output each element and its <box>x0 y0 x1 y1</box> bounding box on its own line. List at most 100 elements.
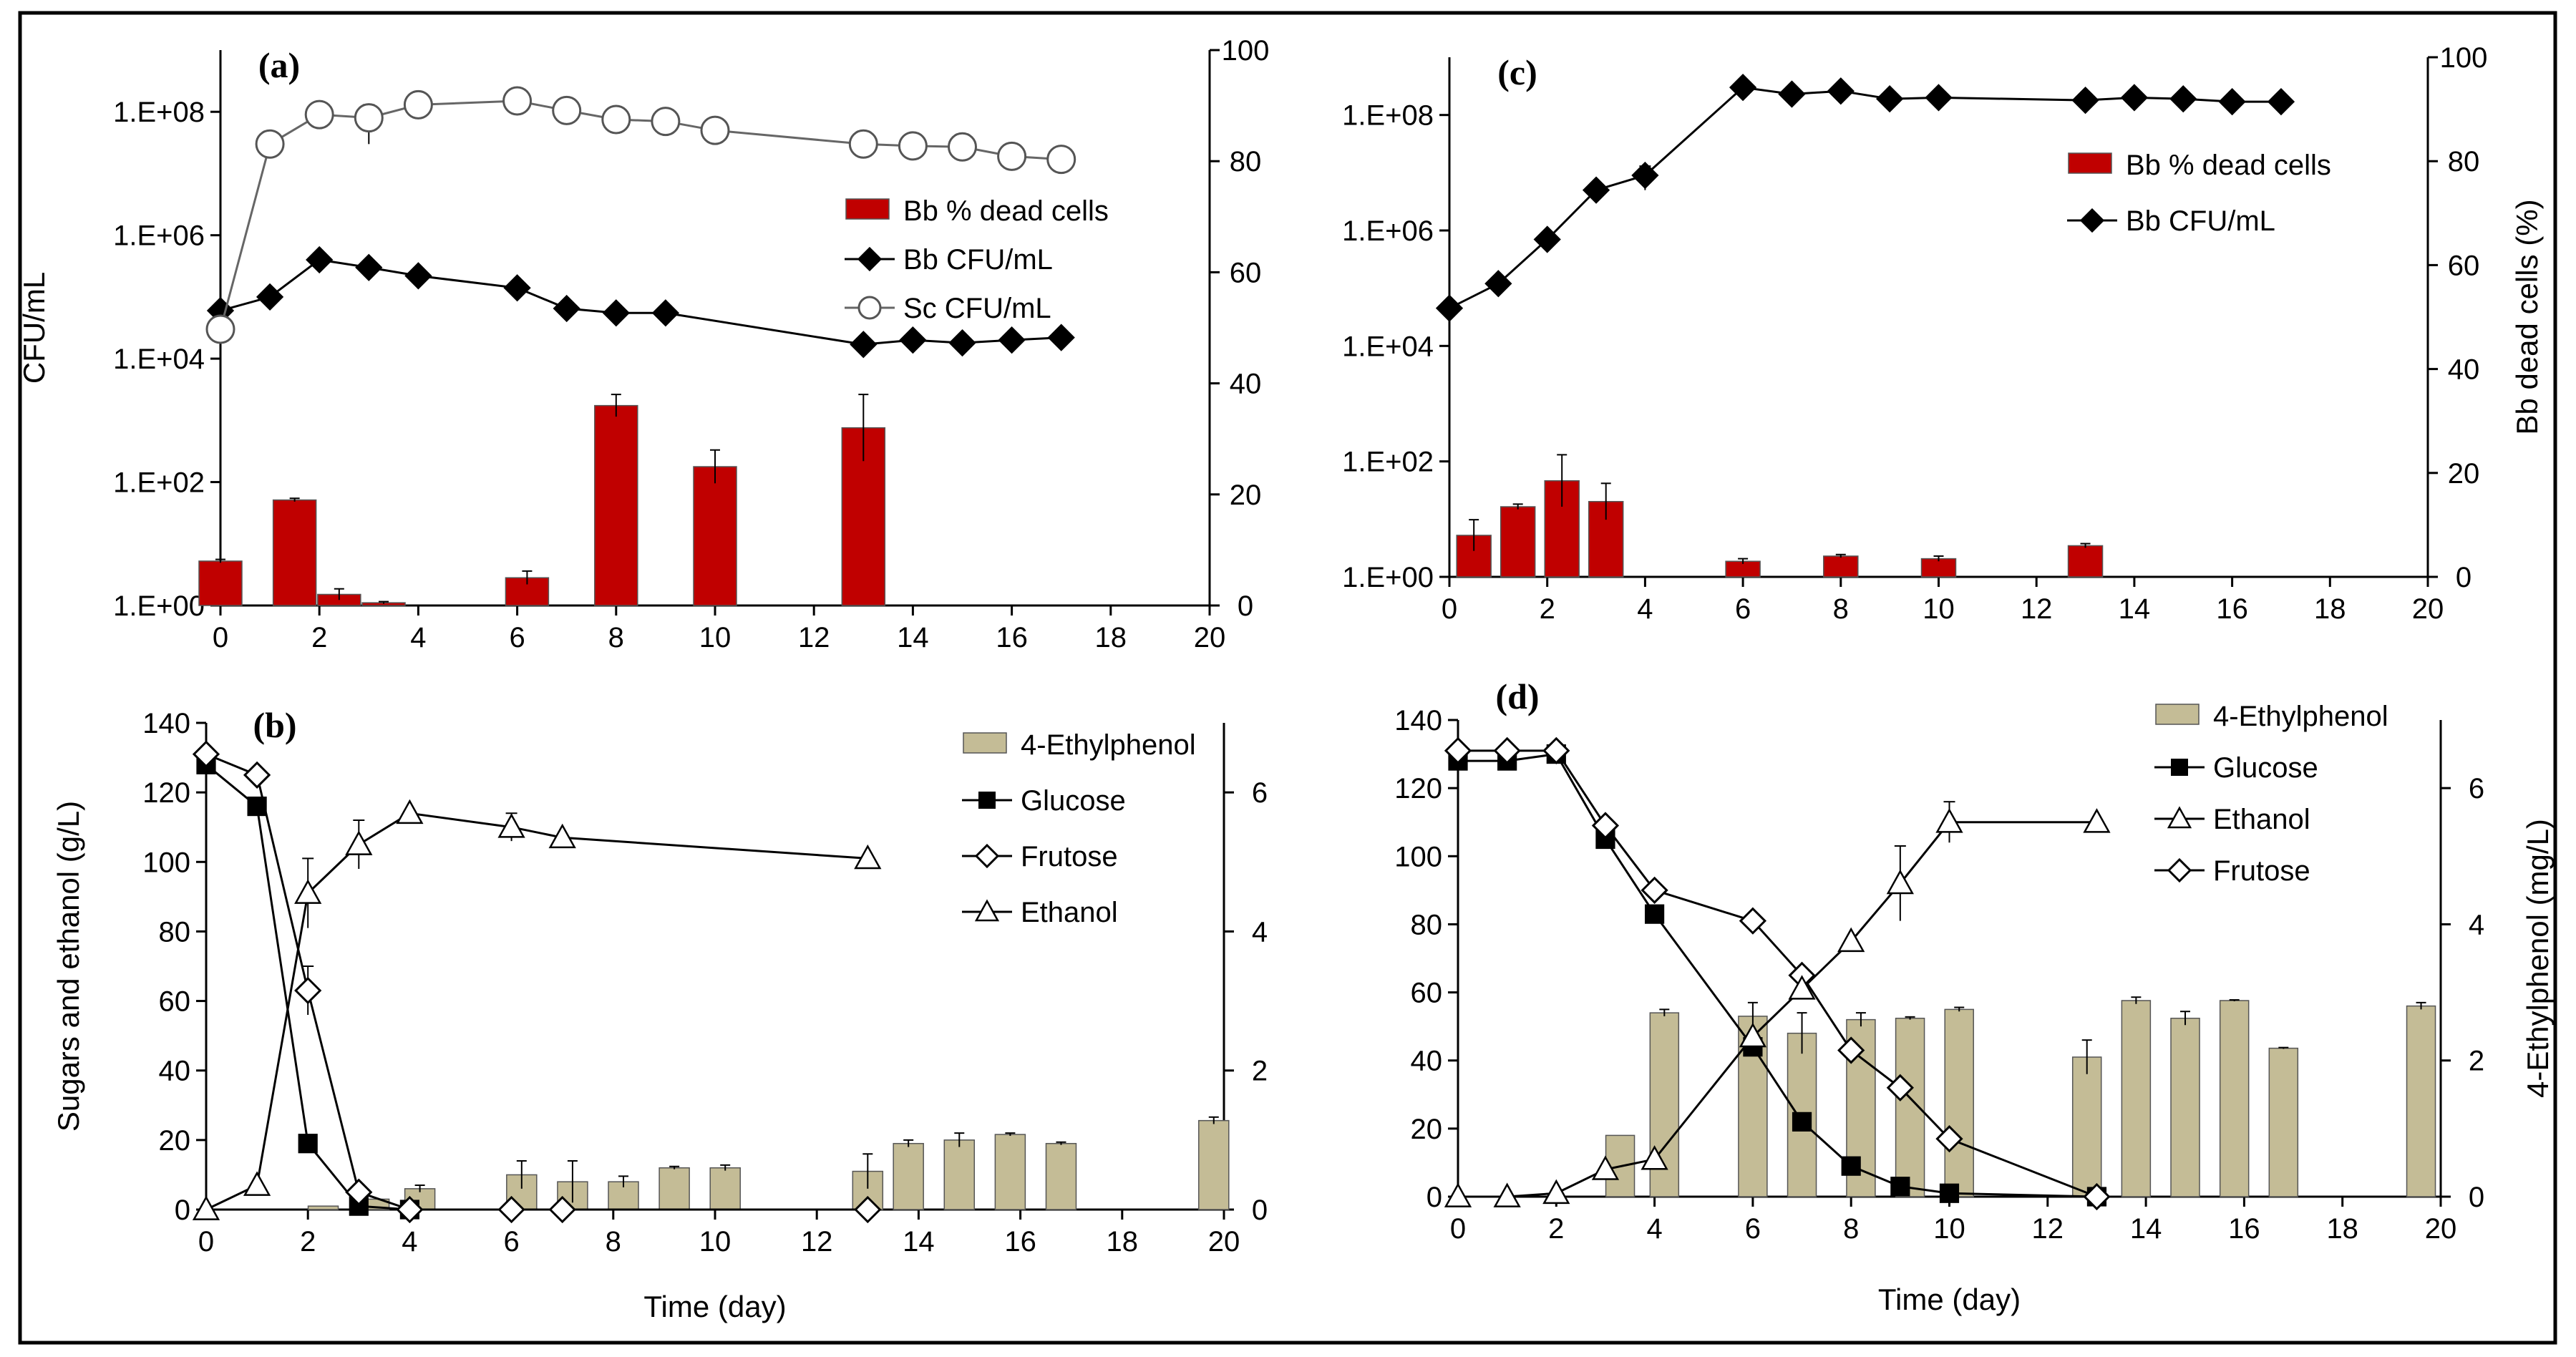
legend-label: Bb % dead cells <box>2126 150 2331 181</box>
bar <box>2170 1017 2200 1197</box>
panel-letter: (b) <box>253 705 296 745</box>
data-point <box>854 1195 882 1224</box>
data-point <box>553 294 580 323</box>
y-right-tick-label: 6 <box>2469 773 2484 804</box>
data-point <box>1876 85 1904 113</box>
data-point <box>1484 270 1512 298</box>
figure-border <box>18 11 2557 1345</box>
x-tick-label: 10 <box>699 1226 732 1258</box>
legend-label: Frutose <box>2213 855 2310 887</box>
legend-label: Ethanol <box>1021 897 1118 928</box>
x-tick-label: 6 <box>509 622 525 653</box>
bar <box>943 1139 976 1210</box>
legend-swatch <box>963 732 1007 754</box>
data-point <box>294 976 322 1005</box>
y-left-tick-label: 100 <box>142 847 190 878</box>
data-point <box>1641 1145 1668 1170</box>
legend-label: 4-Ethylphenol <box>2213 701 2388 732</box>
x-tick-label: 18 <box>1107 1226 1139 1258</box>
data-point <box>602 299 630 327</box>
data-point <box>548 1195 576 1224</box>
legend-marker <box>974 843 1000 869</box>
y-left-tick-label: 80 <box>1411 909 1443 940</box>
y-left-tick-label: 60 <box>1411 978 1443 1009</box>
y-left-tick-label: 60 <box>159 986 191 1018</box>
y-left-tick-label: 1.E+02 <box>113 467 205 499</box>
bar <box>994 1134 1026 1210</box>
data-point <box>1837 927 1865 953</box>
data-point <box>304 99 334 130</box>
x-tick-label: 12 <box>2032 1213 2064 1245</box>
data-point <box>848 129 878 159</box>
y-left-axis-title: Sugars and ethanol (g/L) <box>52 801 85 1132</box>
data-point <box>997 141 1027 171</box>
y-left-tick-label: 1.E+02 <box>1342 447 1434 478</box>
data-point <box>1645 904 1665 924</box>
data-point <box>1935 1125 1963 1153</box>
bar <box>2067 545 2104 578</box>
legend-swatch <box>845 198 890 220</box>
data-point <box>2267 87 2295 116</box>
x-tick-label: 18 <box>2326 1213 2358 1245</box>
x-tick-label: 12 <box>798 622 830 653</box>
x-tick-label: 4 <box>1637 593 1653 625</box>
x-tick-label: 14 <box>903 1226 935 1258</box>
legend-swatch <box>2068 152 2112 174</box>
y-right-tick-label: 0 <box>1252 1195 1268 1226</box>
legend-marker <box>2167 857 2192 883</box>
y-right-tick-label: 20 <box>2448 458 2480 490</box>
y-left-tick-label: 20 <box>159 1125 191 1157</box>
y-right-axis-title: 4-Ethylphenol (mg/L) <box>2521 819 2555 1098</box>
data-point <box>1739 1022 1767 1048</box>
data-point <box>396 1195 424 1224</box>
bar <box>272 499 317 606</box>
x-axis-title: Time (day) <box>1878 1283 2021 1316</box>
data-point <box>948 132 977 162</box>
x-tick-label: 14 <box>897 622 929 653</box>
x-axis-title: Time (day) <box>643 1290 786 1323</box>
data-point <box>1542 736 1570 764</box>
x-tick-label: 0 <box>213 622 228 653</box>
x-tick-label: 6 <box>1745 1213 1761 1245</box>
x-tick-label: 12 <box>2021 593 2053 625</box>
legend-label: Sc CFU/mL <box>903 293 1051 324</box>
data-point <box>1542 1179 1570 1205</box>
data-point <box>503 274 531 302</box>
data-point <box>700 115 730 145</box>
y-right-tick-label: 0 <box>1238 590 1253 622</box>
data-point <box>1837 1036 1865 1064</box>
chart-panel-4: 0 2 4 6 8 10 12 14 16 18 20 0 20 40 60 80 100 120 140 0 2 4 6 4… <box>1394 676 2555 1316</box>
series-line-bb-cfu-ml <box>1449 86 2281 309</box>
x-tick-label: 2 <box>1540 593 1555 625</box>
x-tick-label: 20 <box>1208 1226 1240 1258</box>
data-point <box>502 86 533 116</box>
bar <box>1920 558 1957 578</box>
data-point <box>1444 1182 1472 1207</box>
data-point <box>1841 1156 1861 1176</box>
data-point <box>192 740 220 768</box>
y-right-tick-label: 60 <box>2448 250 2480 281</box>
data-point <box>256 283 284 311</box>
data-point <box>850 331 878 359</box>
x-tick-label: 2 <box>300 1226 316 1258</box>
data-point <box>854 844 882 870</box>
bar <box>1045 1142 1077 1210</box>
bar <box>1198 1119 1230 1210</box>
series-line-ethanol <box>1458 821 2097 1198</box>
legend-marker <box>2079 208 2105 233</box>
x-tick-label: 4 <box>410 622 426 653</box>
x-tick-label: 10 <box>1933 1213 1965 1245</box>
panel-letter: (a) <box>258 45 300 85</box>
y-left-tick-label: 140 <box>142 708 190 739</box>
bar <box>893 1142 924 1210</box>
data-point <box>548 823 576 849</box>
y-right-tick-label: 80 <box>2448 146 2480 177</box>
x-tick-label: 8 <box>1843 1213 1859 1245</box>
data-point <box>1591 1155 1620 1180</box>
y-left-tick-label: 1.E+08 <box>113 97 205 128</box>
series-line-ethanol <box>205 812 868 1211</box>
data-point <box>192 1195 220 1220</box>
chart-panel-2: 0 2 4 6 8 10 12 14 16 18 20 0 20 40 60 80 100 120 140 0 2 4 6 4… <box>52 705 1268 1323</box>
y-right-tick-label: 60 <box>1230 257 1262 288</box>
y-left-tick-label: 100 <box>1394 841 1442 872</box>
